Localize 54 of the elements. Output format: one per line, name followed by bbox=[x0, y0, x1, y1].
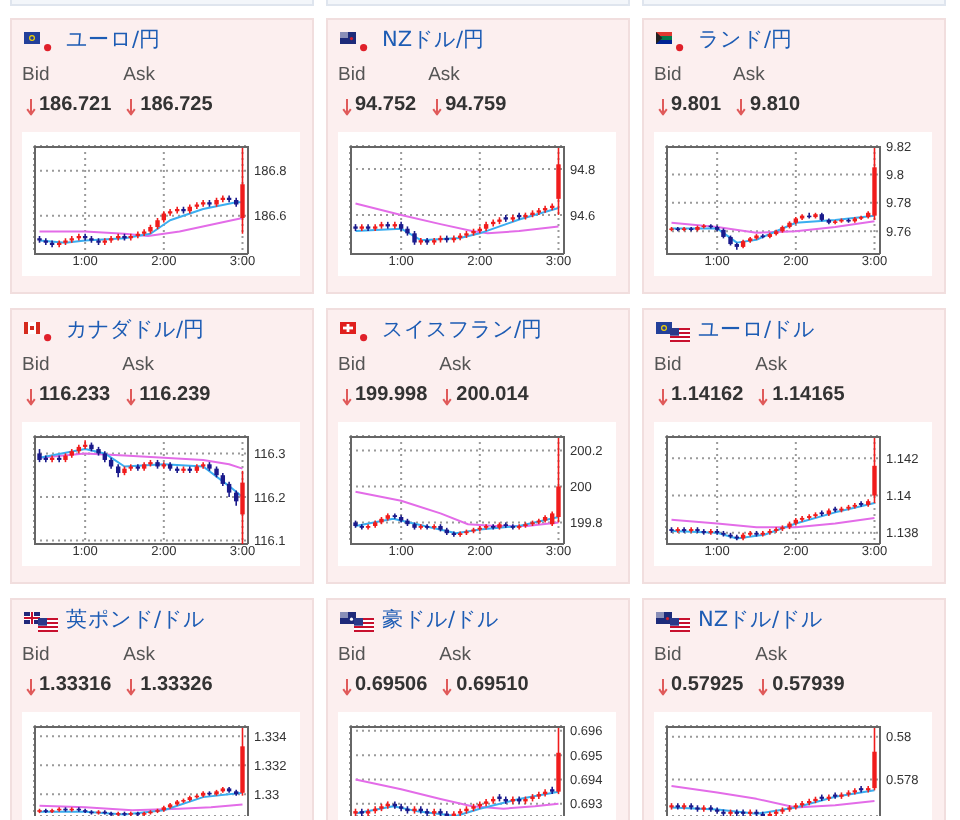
text: 1.33316 bbox=[39, 674, 112, 698]
text: 1.14165 bbox=[772, 384, 845, 408]
text: 116.239 bbox=[139, 384, 211, 408]
chart-title: 英ポンド/ドル bbox=[66, 608, 206, 634]
line-series bbox=[354, 778, 560, 810]
line-series bbox=[354, 490, 560, 527]
text: Ask bbox=[428, 64, 462, 88]
line-series bbox=[670, 785, 876, 809]
text: Ask bbox=[439, 644, 473, 668]
text: Ask bbox=[122, 354, 156, 378]
text: 9.810 bbox=[750, 94, 801, 118]
text: 1.33326 bbox=[140, 674, 213, 698]
chart-title: ユーロ/ドル bbox=[698, 318, 816, 344]
text: 0.69506 bbox=[355, 674, 428, 698]
candlestick bbox=[872, 726, 877, 792]
text: 0.57939 bbox=[772, 674, 845, 698]
text: 116.233 bbox=[39, 384, 111, 408]
text: Bid bbox=[22, 64, 52, 88]
text: Ask bbox=[755, 644, 789, 668]
text: Bid bbox=[654, 354, 684, 378]
text: Bid bbox=[338, 644, 368, 668]
text: Bid bbox=[338, 64, 368, 88]
text: Ask bbox=[123, 644, 157, 668]
text: 186.721 bbox=[39, 94, 112, 118]
candlestick bbox=[556, 726, 561, 795]
line-series bbox=[670, 502, 876, 540]
text: 186.725 bbox=[140, 94, 213, 118]
text: 0.69510 bbox=[456, 674, 529, 698]
candlestick bbox=[240, 726, 245, 797]
line-series bbox=[354, 207, 560, 242]
text: 94.752 bbox=[355, 94, 417, 118]
text: 9.801 bbox=[671, 94, 722, 118]
chart-title: ユーロ/円 bbox=[66, 28, 162, 54]
text: Bid bbox=[22, 354, 52, 378]
chart-title: ランド/円 bbox=[698, 28, 794, 54]
chart-title: NZドル/円 bbox=[382, 28, 486, 54]
text: 94.759 bbox=[445, 94, 507, 118]
text: Bid bbox=[654, 644, 684, 668]
chart-title: 豪ドル/ドル bbox=[382, 608, 500, 634]
chart-title: カナダドル/円 bbox=[66, 318, 206, 344]
text: Ask bbox=[439, 354, 473, 378]
chart-title: スイスフラン/円 bbox=[382, 318, 544, 344]
text: 199.998 bbox=[355, 384, 428, 408]
text: 1.14162 bbox=[671, 384, 744, 408]
text: Ask bbox=[755, 354, 789, 378]
text: 200.014 bbox=[456, 384, 529, 408]
text: Bid bbox=[654, 64, 684, 88]
text: Ask bbox=[123, 64, 157, 88]
line-series bbox=[354, 202, 560, 235]
text: 0.57925 bbox=[671, 674, 744, 698]
text: Ask bbox=[733, 64, 767, 88]
chart-title: NZドル/ドル bbox=[698, 608, 824, 634]
text: Bid bbox=[22, 644, 52, 668]
text: Bid bbox=[338, 354, 368, 378]
